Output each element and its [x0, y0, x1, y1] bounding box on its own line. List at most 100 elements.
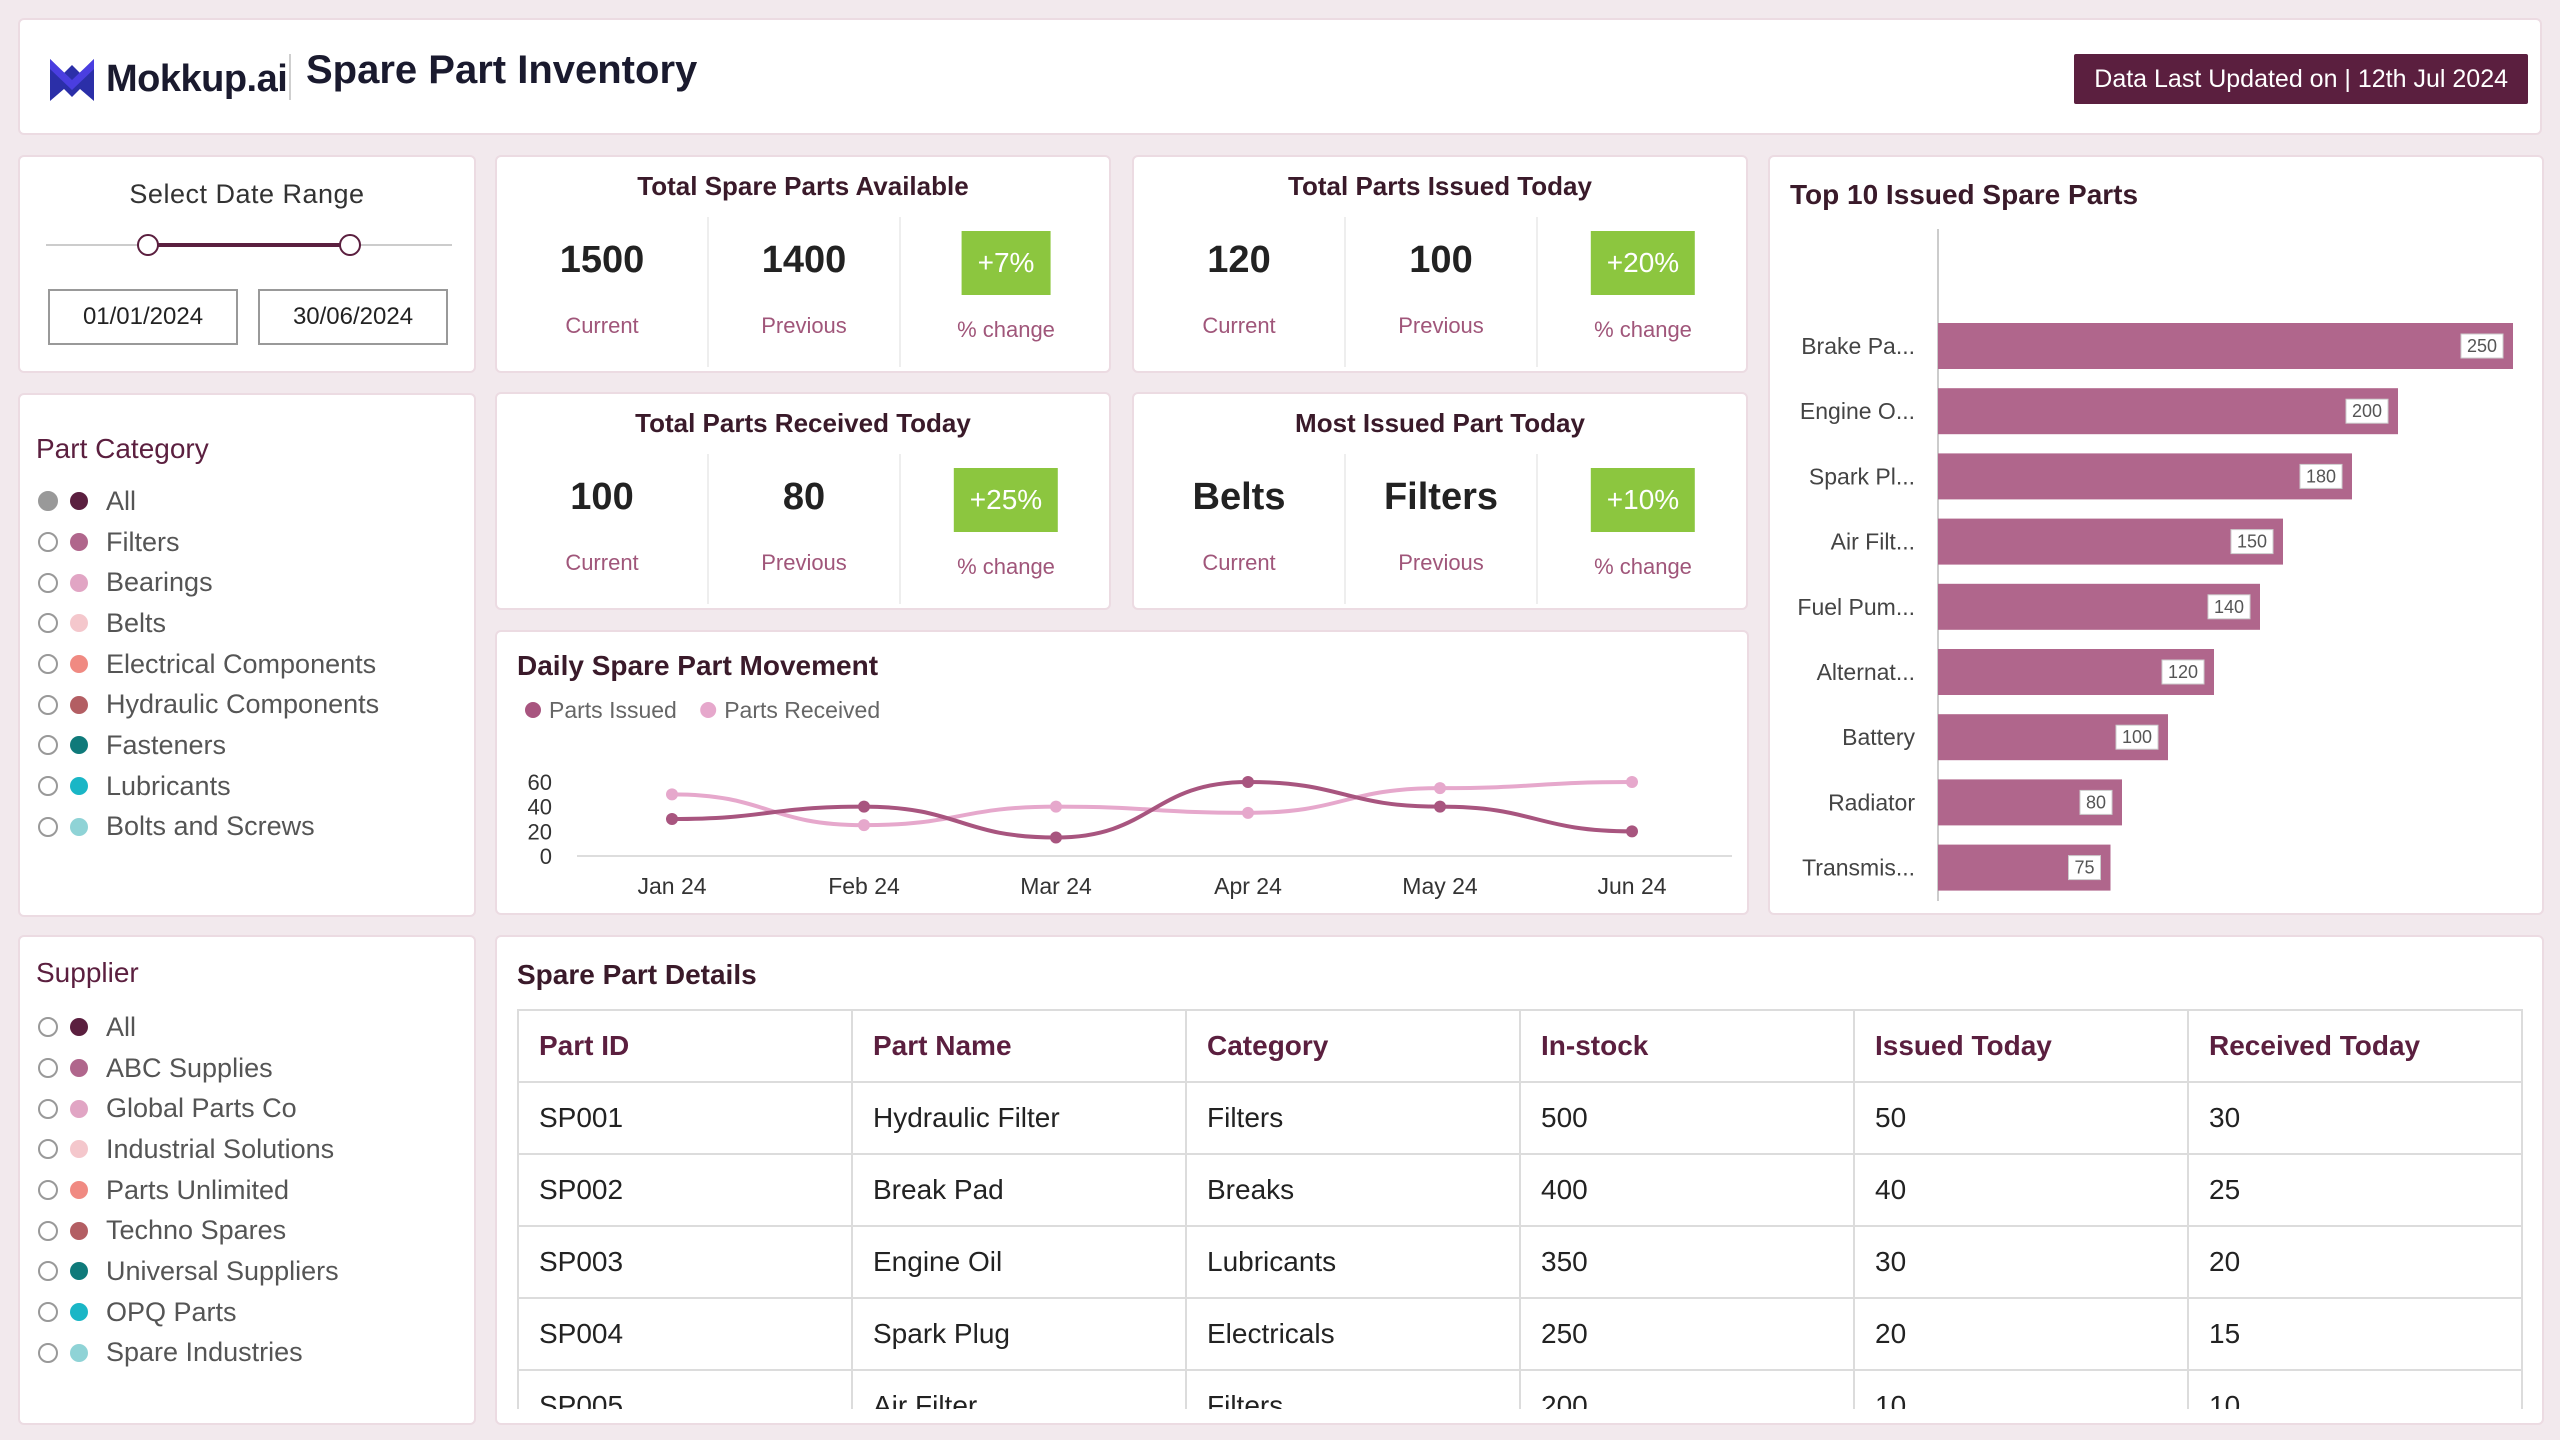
- bar-chart: Brake Pa... 250 Engine O... 200 Spark Pl... 1…: [1797, 229, 2513, 901]
- radio-icon[interactable]: [38, 1180, 58, 1201]
- kpi-title: Total Parts Received Today: [635, 408, 971, 438]
- column-header[interactable]: Received Today: [2187, 1009, 2523, 1083]
- radio-icon[interactable]: [38, 735, 58, 756]
- kpi-previous-label: Previous: [761, 550, 847, 575]
- table-row[interactable]: SP004 Spark Plug Electricals 250 20 15: [517, 1297, 2523, 1371]
- category-option[interactable]: Bearings: [38, 562, 379, 603]
- bar: [1938, 518, 2283, 565]
- radio-icon[interactable]: [38, 1139, 58, 1160]
- table-cell: 30: [2187, 1081, 2523, 1155]
- category-label: Transmis...: [1802, 855, 1915, 881]
- radio-icon[interactable]: [38, 1261, 58, 1282]
- table-cell: SP004: [517, 1297, 853, 1371]
- radio-icon[interactable]: [38, 1058, 58, 1079]
- legend-dot-icon: [70, 614, 88, 633]
- category-option[interactable]: Electrical Components: [38, 644, 379, 685]
- legend-dot-icon: [70, 777, 88, 796]
- date-slider-end-handle[interactable]: [339, 234, 361, 256]
- radio-icon[interactable]: [38, 776, 58, 797]
- column-header[interactable]: Part ID: [517, 1009, 853, 1083]
- column-header[interactable]: Part Name: [851, 1009, 1187, 1083]
- date-slider-range: [148, 243, 350, 247]
- table-header-row: Part ID Part Name Category In-stock Issued T…: [517, 1009, 2523, 1083]
- table-cell: 20: [2187, 1225, 2523, 1299]
- supplier-option[interactable]: All: [38, 1007, 339, 1048]
- supplier-option[interactable]: OPQ Parts: [38, 1292, 339, 1333]
- chart-title: Top 10 Issued Spare Parts: [1790, 179, 2139, 210]
- radio-icon[interactable]: [38, 613, 58, 634]
- kpi-change-label: % change: [1594, 317, 1692, 342]
- category-option[interactable]: All: [38, 481, 379, 522]
- x-tick-label: May 24: [1402, 873, 1478, 899]
- option-label: Electrical Components: [106, 648, 377, 679]
- supplier-option[interactable]: Global Parts Co: [38, 1088, 339, 1129]
- table-cell: 30: [1853, 1225, 2189, 1299]
- data-label: 150: [2237, 532, 2267, 552]
- table-row[interactable]: SP005 Air Filter Filters 200 10 10: [517, 1369, 2523, 1409]
- radio-icon[interactable]: [38, 532, 58, 553]
- data-point: [666, 813, 678, 825]
- radio-icon[interactable]: [38, 816, 58, 837]
- supplier-option[interactable]: Parts Unlimited: [38, 1170, 339, 1211]
- table-cell: SP001: [517, 1081, 853, 1155]
- date-slider-start-handle[interactable]: [137, 234, 159, 256]
- data-label-box: [2207, 594, 2251, 620]
- start-date-input[interactable]: [48, 289, 238, 345]
- supplier-filter: Supplier All ABC Supplies Global Parts Co I…: [18, 935, 476, 1425]
- table-cell: 200: [1519, 1369, 1855, 1409]
- legend-dot-icon: [70, 695, 88, 714]
- legend-dot-icon: [70, 1018, 88, 1037]
- table-row[interactable]: SP001 Hydraulic Filter Filters 500 50 30: [517, 1081, 2523, 1155]
- category-option[interactable]: Bolts and Screws: [38, 807, 379, 848]
- radio-icon[interactable]: [38, 491, 58, 512]
- kpi-previous-value: 100: [1409, 239, 1473, 281]
- details-table: Part ID Part Name Category In-stock Issued T…: [517, 1009, 2523, 1409]
- column-header[interactable]: In-stock: [1519, 1009, 1855, 1083]
- series-line: [671, 780, 1633, 828]
- radio-icon[interactable]: [38, 1342, 58, 1363]
- radio-icon[interactable]: [38, 694, 58, 715]
- radio-icon[interactable]: [38, 1098, 58, 1119]
- category-label: Battery: [1842, 724, 1915, 750]
- table-row[interactable]: SP002 Break Pad Breaks 400 40 25: [517, 1153, 2523, 1227]
- radio-icon[interactable]: [38, 1017, 58, 1038]
- data-point: [1050, 831, 1062, 844]
- kpi-current: 1500 Current: [497, 217, 707, 367]
- kpi-change-badge: +10%: [1590, 468, 1696, 532]
- data-label-box: [2079, 789, 2113, 815]
- supplier-option[interactable]: Spare Industries: [38, 1333, 339, 1374]
- data-label: 75: [2074, 858, 2094, 878]
- radio-icon[interactable]: [38, 1302, 58, 1323]
- category-option[interactable]: Filters: [38, 522, 379, 563]
- option-label: All: [106, 485, 137, 516]
- supplier-option[interactable]: Techno Spares: [38, 1210, 339, 1251]
- top10-issued-chart-card: Top 10 Issued Spare Parts Brake Pa... 250…: [1768, 155, 2544, 915]
- table-row[interactable]: SP003 Engine Oil Lubricants 350 30 20: [517, 1225, 2523, 1299]
- option-label: Hydraulic Components: [106, 689, 380, 720]
- category-option[interactable]: Belts: [38, 603, 379, 644]
- page-title: Spare Part Inventory: [306, 48, 698, 92]
- radio-icon[interactable]: [38, 654, 58, 675]
- category-option[interactable]: Hydraulic Components: [38, 684, 379, 725]
- supplier-option[interactable]: Industrial Solutions: [38, 1129, 339, 1170]
- part-category-filter: Part Category All Filters Bearings Belts Ele…: [18, 393, 476, 917]
- data-label-box: [2460, 333, 2504, 359]
- category-option[interactable]: Fasteners: [38, 725, 379, 766]
- column-header[interactable]: Category: [1185, 1009, 1521, 1083]
- end-date-input[interactable]: [258, 289, 448, 345]
- supplier-option[interactable]: Universal Suppliers: [38, 1251, 339, 1292]
- radio-icon[interactable]: [38, 572, 58, 593]
- brand-logo[interactable]: Mokkup.ai: [50, 58, 288, 101]
- data-point: [1434, 782, 1446, 795]
- table-scroll-area[interactable]: Part ID Part Name Category In-stock Issued T…: [517, 1009, 2523, 1409]
- category-label: Engine O...: [1800, 398, 1915, 424]
- kpi-previous-label: Previous: [1398, 550, 1484, 575]
- bar: [1938, 453, 2352, 500]
- column-header[interactable]: Issued Today: [1853, 1009, 2189, 1083]
- supplier-option[interactable]: ABC Supplies: [38, 1048, 339, 1089]
- table-cell: Breaks: [1185, 1153, 1521, 1227]
- data-label: 80: [2086, 792, 2106, 812]
- category-option[interactable]: Lubricants: [38, 766, 379, 807]
- table-cell: 25: [2187, 1153, 2523, 1227]
- radio-icon[interactable]: [38, 1220, 58, 1241]
